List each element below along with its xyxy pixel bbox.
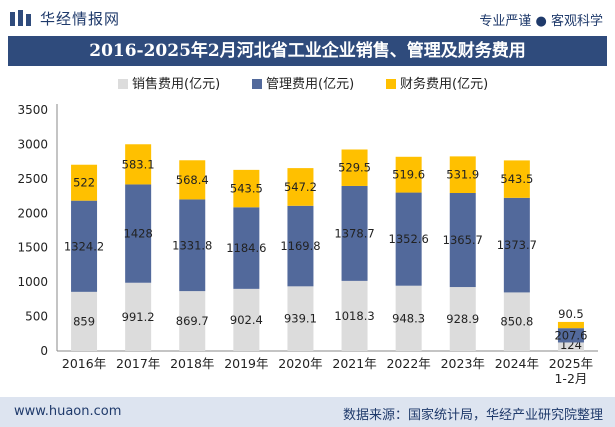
bar-0-2	[179, 291, 206, 351]
x-tick-label-1: 2017年	[116, 356, 160, 371]
y-tick-label-0: 0	[40, 344, 48, 358]
y-tick-label-4: 2000	[17, 206, 48, 220]
slogan: 专业严谨 ● 客观科学	[479, 14, 603, 29]
legend-label-1: 管理费用(亿元)	[266, 77, 354, 92]
data-label-0-1: 991.2	[122, 310, 155, 324]
x-tick-label-9: 2025年	[549, 356, 593, 371]
bar-0-6	[395, 285, 422, 351]
bar-2-1	[125, 144, 152, 185]
bar-0-9	[557, 342, 584, 351]
bar-2-7	[449, 156, 476, 194]
legend-label-2: 财务费用(亿元)	[400, 76, 488, 92]
bar-1-5	[341, 185, 368, 281]
data-label-2-1: 583.1	[122, 157, 155, 171]
x-tick-label-7: 2023年	[441, 356, 485, 371]
data-label-2-0: 522	[73, 176, 95, 190]
x-tick-label-6: 2022年	[386, 356, 430, 371]
bar-1-7	[449, 193, 476, 288]
data-label-1-9: 207.6	[554, 328, 587, 342]
footer-bar: www.huaon.com 数据来源：国家统计局，华经产业研究院整理	[0, 397, 615, 427]
data-label-1-3: 1184.6	[226, 241, 266, 255]
bar-0-7	[449, 287, 476, 351]
bar-1-9	[557, 328, 584, 343]
data-label-1-2: 1331.8	[172, 238, 212, 252]
data-label-0-4: 939.1	[284, 312, 317, 326]
data-label-0-7: 928.9	[446, 312, 479, 326]
title-bar: 2016-2025年2月河北省工业企业销售、管理及财务费用	[8, 36, 607, 66]
data-label-2-6: 519.6	[392, 168, 425, 182]
x-tick-label-2: 2018年	[170, 356, 214, 371]
data-label-2-8: 543.5	[500, 172, 533, 186]
website-url: www.huaon.com	[14, 404, 122, 419]
data-label-0-3: 902.4	[230, 313, 263, 327]
data-label-2-3: 543.5	[230, 182, 263, 196]
bar-0-8	[503, 292, 530, 351]
bar-0-3	[233, 288, 260, 351]
bar-0-1	[125, 282, 152, 351]
data-source: 数据来源：国家统计局，华经产业研究院整理	[342, 408, 603, 423]
x-tick-label-5: 2021年	[332, 356, 376, 371]
data-label-0-6: 948.3	[392, 311, 425, 325]
bar-0-0	[71, 291, 98, 351]
bar-1-8	[503, 197, 530, 293]
y-tick-label-1: 500	[25, 310, 48, 324]
data-label-2-2: 568.4	[176, 173, 209, 187]
bar-1-2	[179, 199, 206, 292]
data-label-2-9: 90.5	[558, 307, 584, 321]
y-tick-label-7: 3500	[17, 103, 48, 117]
legend-swatch-0	[118, 79, 128, 89]
stacked-bar-chart: 0 500 1000 1500 2000 2500 3000 3500 859 1324.2 522…	[17, 103, 598, 386]
data-label-0-2: 869.7	[176, 314, 209, 328]
bar-2-5	[341, 149, 368, 186]
data-label-0-8: 850.8	[500, 315, 533, 329]
bar-2-9	[557, 321, 584, 329]
data-label-1-5: 1378.7	[334, 226, 374, 240]
x-tick-label-3: 2019年	[224, 356, 268, 371]
y-tick-label-6: 3000	[17, 137, 48, 151]
data-label-1-0: 1324.2	[64, 239, 104, 253]
legend-swatch-1	[252, 79, 262, 89]
bar-1-4	[287, 205, 314, 287]
x-tick-label-4: 2020年	[278, 356, 322, 371]
data-label-1-8: 1373.7	[497, 238, 537, 252]
bar-2-2	[179, 160, 206, 200]
x-tick-label-8: 2024年	[495, 356, 539, 371]
legend-label-0: 销售费用(亿元)	[132, 76, 220, 92]
bar-1-1	[125, 184, 152, 283]
y-tick-label-3: 1500	[17, 241, 48, 255]
chart-title: 2016-2025年2月河北省工业企业销售、管理及财务费用	[89, 41, 526, 61]
bar-2-4	[287, 168, 314, 206]
header-bar: 华经情报网 专业严谨 ● 客观科学	[0, 0, 615, 36]
bar-0-5	[341, 280, 368, 351]
bar-1-6	[395, 192, 422, 286]
data-label-2-7: 531.9	[446, 168, 479, 182]
x-tick-label-9-line2: 1-2月	[554, 371, 587, 386]
data-label-1-6: 1352.6	[389, 232, 429, 246]
data-label-1-4: 1169.8	[280, 239, 320, 253]
data-label-0-5: 1018.3	[334, 309, 374, 323]
data-label-0-0: 859	[73, 314, 95, 328]
y-tick-label-5: 2500	[17, 172, 48, 186]
data-label-2-5: 529.5	[338, 161, 371, 175]
chart-legend: 销售费用(亿元) 管理费用(亿元) 财务费用(亿元)	[118, 76, 488, 92]
bar-2-8	[503, 160, 530, 198]
bar-2-0	[71, 164, 98, 201]
bar-1-3	[233, 207, 260, 289]
bar-1-0	[71, 200, 98, 292]
bar-0-4	[287, 286, 314, 351]
legend-swatch-2	[386, 79, 396, 89]
data-label-1-7: 1365.7	[443, 233, 483, 247]
x-tick-label-0: 2016年	[62, 356, 106, 371]
brand-name: 华经情报网	[40, 10, 121, 28]
data-label-1-1: 1428	[124, 227, 153, 241]
y-tick-label-2: 1000	[17, 275, 48, 289]
bar-2-6	[395, 156, 422, 193]
bar-2-3	[233, 169, 260, 208]
huajing-logo-icon	[10, 10, 31, 26]
data-label-2-4: 547.2	[284, 180, 317, 194]
